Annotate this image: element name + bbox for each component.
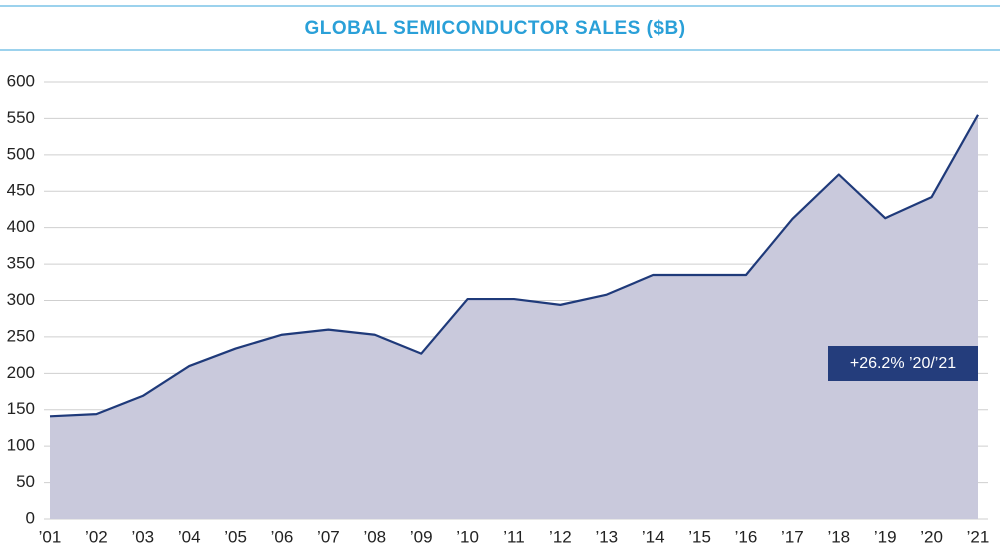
y-tick-label: 0 <box>26 508 35 527</box>
y-tick-label: 450 <box>7 181 35 200</box>
x-tick-label: ’04 <box>178 527 201 546</box>
x-tick-label: ’08 <box>363 527 386 546</box>
y-tick-label: 250 <box>7 326 35 345</box>
x-tick-label: ’12 <box>549 527 572 546</box>
annotation-box <box>828 346 978 381</box>
y-tick-label: 350 <box>7 254 35 273</box>
x-tick-label: ’11 <box>503 527 524 546</box>
x-tick-label: ’01 <box>39 527 62 546</box>
area <box>50 114 978 520</box>
annotation-text: +26.2% ’20/’21 <box>850 355 956 372</box>
x-tick-label: ’09 <box>410 527 433 546</box>
x-tick-label: ’07 <box>317 527 340 546</box>
x-tick-label: ’21 <box>967 527 990 546</box>
x-tick-label: ’13 <box>595 527 618 546</box>
x-tick-label: ’17 <box>781 527 804 546</box>
chart-title: GLOBAL SEMICONDUCTOR SALES ($B) <box>304 18 685 39</box>
y-tick-label: 300 <box>7 290 35 309</box>
x-tick-label: ’05 <box>224 527 247 546</box>
x-tick-label: ’02 <box>85 527 108 546</box>
annotation: +26.2% ’20/’21 <box>828 346 978 381</box>
y-tick-label: 600 <box>7 71 35 90</box>
x-tick-label: ’14 <box>642 527 665 546</box>
y-tick-label: 550 <box>7 108 35 127</box>
x-tick-label: ’06 <box>271 527 294 546</box>
x-tick-label: ’03 <box>131 527 154 546</box>
y-tick-label: 100 <box>7 436 35 455</box>
x-tick-label: ’19 <box>874 527 897 546</box>
x-tick-label: ’15 <box>688 527 711 546</box>
y-tick-label: 500 <box>7 144 35 163</box>
x-tick-label: ’20 <box>920 527 943 546</box>
x-tick-label: ’10 <box>456 527 479 546</box>
y-tick-label: 50 <box>16 472 35 491</box>
y-tick-label: 150 <box>7 399 35 418</box>
line <box>49 114 979 418</box>
x-tick-label: ’16 <box>735 527 758 546</box>
y-tick-label: 400 <box>7 217 35 236</box>
x-tick-label: ’18 <box>827 527 850 546</box>
y-tick-label: 200 <box>7 363 35 382</box>
